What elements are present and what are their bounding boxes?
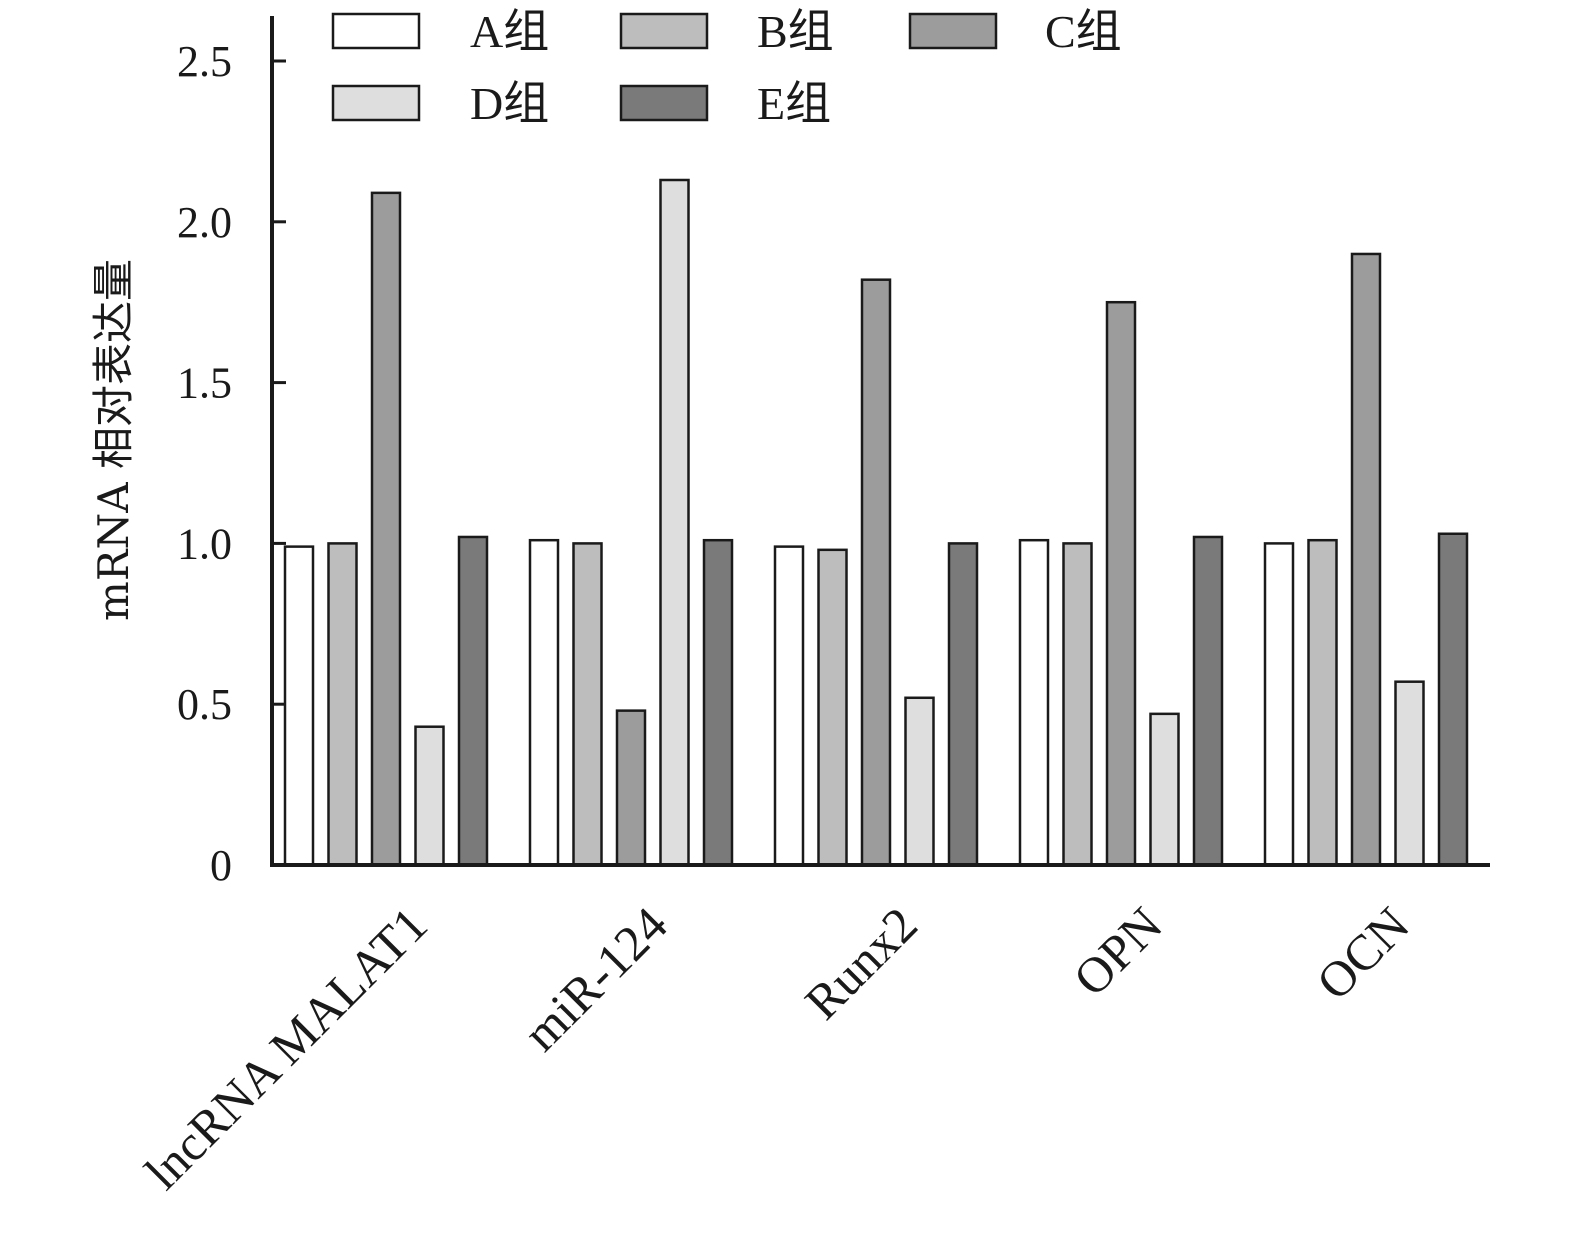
legend-label: D组 — [470, 78, 549, 129]
bars — [283, 178, 1469, 867]
legend-swatch — [619, 12, 709, 50]
legend-swatch — [331, 84, 421, 122]
legend-swatch — [331, 12, 421, 50]
bar-1-2 — [528, 538, 560, 867]
y-tick-label: 0 — [210, 841, 232, 890]
bar-5-1 — [457, 535, 489, 867]
bar-3-2 — [615, 709, 647, 867]
bar-4-4 — [1149, 712, 1180, 867]
bar-2-5 — [1307, 538, 1338, 867]
y-tick-label: 2.0 — [177, 198, 232, 247]
bar-5-3 — [947, 542, 979, 867]
bar-5-4 — [1192, 535, 1224, 867]
x-category-label: OCN — [1306, 896, 1420, 1010]
bar-3-1 — [370, 191, 402, 867]
y-ticks: 0 0.5 1.0 1.5 2.0 2.5 — [177, 37, 286, 890]
bar-2-3 — [817, 548, 848, 867]
x-category-label: OPN — [1062, 896, 1172, 1006]
legend-label: E组 — [757, 78, 831, 129]
bar-1-1 — [283, 545, 315, 867]
legend-label: C组 — [1045, 6, 1122, 57]
legend-label: B组 — [757, 6, 834, 57]
x-category-label: miR-124 — [512, 896, 677, 1061]
axes — [270, 16, 1490, 867]
bar-3-4 — [1105, 300, 1137, 867]
y-tick-label: 2.5 — [177, 37, 232, 86]
bar-3-5 — [1350, 252, 1382, 867]
bar-5-5 — [1437, 532, 1469, 867]
y-tick-label: 1.0 — [177, 519, 232, 568]
bar-2-2 — [572, 542, 603, 867]
bar-2-4 — [1062, 542, 1093, 867]
y-axis-title: mRNA 相对表达量 — [89, 259, 138, 621]
bar-5-2 — [702, 538, 734, 867]
bar-4-3 — [904, 696, 935, 867]
bar-4-2 — [659, 178, 690, 867]
legend-swatch — [619, 84, 709, 122]
bar-1-3 — [773, 545, 805, 867]
y-tick-label: 0.5 — [177, 680, 232, 729]
x-category-label: Runx2 — [794, 896, 928, 1030]
bar-1-5 — [1263, 542, 1295, 867]
x-category-labels: lncRNA MALAT1 miR-124 Runx2 OPN OCN — [134, 896, 1420, 1200]
legend-swatch — [908, 12, 998, 50]
bar-2-1 — [327, 542, 358, 867]
bar-4-5 — [1394, 680, 1425, 867]
bar-3-3 — [860, 278, 892, 867]
bar-1-4 — [1018, 538, 1050, 867]
legend: A组 B组 C组 D组 E组 — [331, 6, 1122, 129]
legend-label: A组 — [470, 6, 549, 57]
x-category-label: lncRNA MALAT1 — [134, 896, 438, 1200]
y-tick-label: 1.5 — [177, 359, 232, 408]
bar-4-1 — [414, 725, 445, 867]
